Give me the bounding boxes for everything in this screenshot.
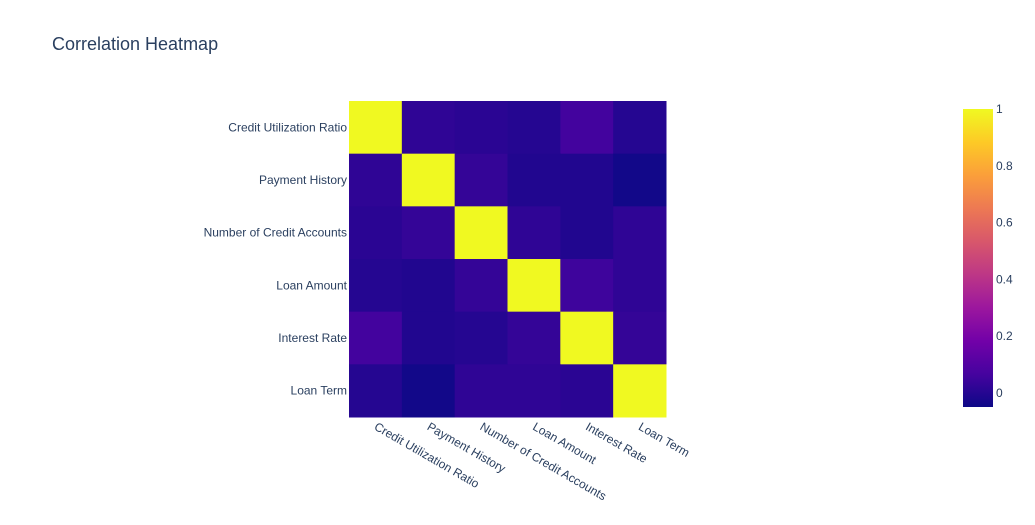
colorbar <box>963 109 993 407</box>
heatmap-cell <box>349 153 403 207</box>
heatmap-cell <box>613 311 667 365</box>
heatmap-cell <box>560 206 614 260</box>
heatmap-cell <box>560 364 614 418</box>
heatmap-cell <box>454 101 508 155</box>
heatmap-cell <box>507 311 561 365</box>
heatmap-cell <box>613 153 667 207</box>
heatmap-cell <box>613 206 667 260</box>
colorbar-tick-label: 0 <box>996 386 1003 400</box>
colorbar-tick-label: 0.2 <box>996 329 1013 343</box>
colorbar-tick-label: 1 <box>996 102 1003 116</box>
heatmap-cell <box>613 101 667 155</box>
heatmap-cell <box>613 364 667 418</box>
heatmap-cell <box>613 259 667 313</box>
heatmap-cell <box>507 259 561 313</box>
colorbar-tick-label: 0.6 <box>996 216 1013 230</box>
y-tick-label: Number of Credit Accounts <box>204 226 347 240</box>
y-axis-ticks: Credit Utilization Ratio Payment History N… <box>204 120 348 397</box>
heatmap-cell <box>401 311 456 365</box>
heatmap-cell <box>401 206 456 260</box>
heatmap-cell <box>507 153 561 207</box>
heatmap-cell <box>507 364 561 418</box>
heatmap-cell <box>349 364 403 418</box>
colorbar-tick-label: 0.4 <box>996 272 1013 286</box>
y-tick-label: Interest Rate <box>278 331 347 345</box>
heatmap-cell <box>349 101 403 155</box>
y-tick-label: Loan Term <box>291 384 347 398</box>
heatmap-cell <box>560 153 614 207</box>
heatmap-cell <box>454 259 508 313</box>
heatmap-cell <box>349 259 403 313</box>
heatmap-cell <box>507 101 561 155</box>
heatmap-cell <box>401 153 456 207</box>
colorbar-tick-label: 0.8 <box>996 159 1013 173</box>
heatmap-cell <box>401 364 456 418</box>
y-tick-label: Loan Amount <box>276 278 347 292</box>
y-tick-label: Credit Utilization Ratio <box>228 120 347 134</box>
heatmap-cell <box>454 364 508 418</box>
chart-title: Correlation Heatmap <box>52 34 218 54</box>
heatmap-cells <box>349 101 667 418</box>
heatmap-cell <box>349 311 403 365</box>
heatmap-cell <box>560 101 614 155</box>
heatmap-cell <box>454 311 508 365</box>
heatmap-cell <box>507 206 561 260</box>
heatmap-cell <box>560 259 614 313</box>
y-tick-label: Payment History <box>259 173 347 187</box>
heatmap-cell <box>401 101 456 155</box>
heatmap-cell <box>454 206 508 260</box>
heatmap-cell <box>560 311 614 365</box>
heatmap-cell <box>349 206 403 260</box>
heatmap-cell <box>454 153 508 207</box>
heatmap-cell <box>401 259 456 313</box>
colorbar-ticks: 0 0.2 0.4 0.6 0.8 1 <box>996 102 1013 400</box>
